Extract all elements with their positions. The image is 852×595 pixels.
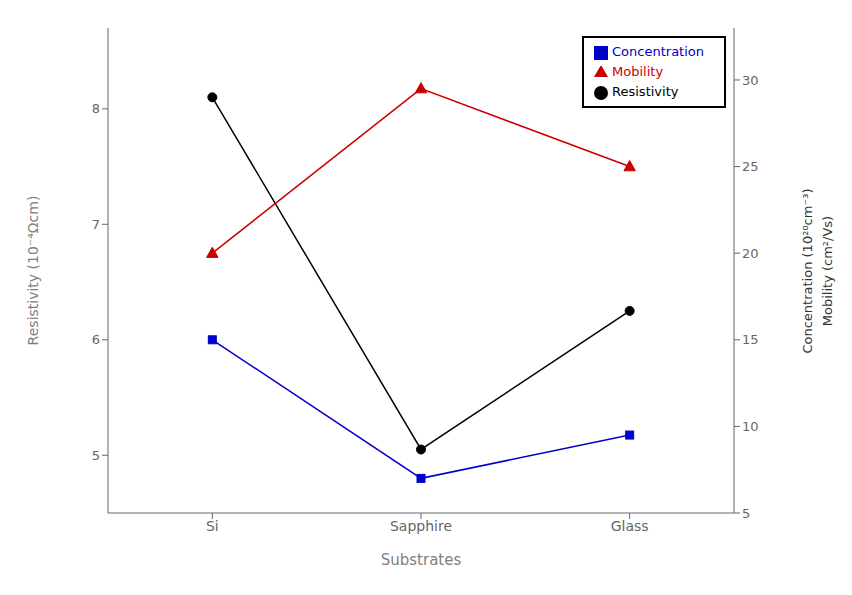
svg-text:7: 7 bbox=[92, 217, 100, 232]
html-text:Concentration (10²⁰cm⁻³): Concentration (10²⁰cm⁻³) bbox=[800, 188, 815, 353]
svg-text:5: 5 bbox=[92, 448, 100, 463]
html-text:Mobility (cm²/Vs): Mobility (cm²/Vs) bbox=[820, 215, 835, 326]
svg-text:Si: Si bbox=[206, 518, 219, 534]
svg-text:Resistivity (10⁻⁴Ωcm): Resistivity (10⁻⁴Ωcm) bbox=[25, 196, 41, 346]
html-text:Resistivity: Resistivity bbox=[612, 84, 679, 99]
svg-text:Substrates: Substrates bbox=[381, 551, 462, 569]
svg-text:Sapphire: Sapphire bbox=[390, 518, 452, 534]
svg-text:20: 20 bbox=[742, 246, 759, 261]
html-text:Mobility: Mobility bbox=[612, 64, 664, 79]
svg-text:25: 25 bbox=[742, 159, 759, 174]
svg-text:30: 30 bbox=[742, 73, 759, 88]
svg-text:Glass: Glass bbox=[611, 518, 649, 534]
svg-text:10: 10 bbox=[742, 419, 759, 434]
svg-text:15: 15 bbox=[742, 332, 759, 347]
svg-text:5: 5 bbox=[742, 506, 750, 521]
svg-text:8: 8 bbox=[92, 101, 100, 116]
html-text:Concentration: Concentration bbox=[612, 44, 704, 59]
svg-text:6: 6 bbox=[92, 332, 100, 347]
